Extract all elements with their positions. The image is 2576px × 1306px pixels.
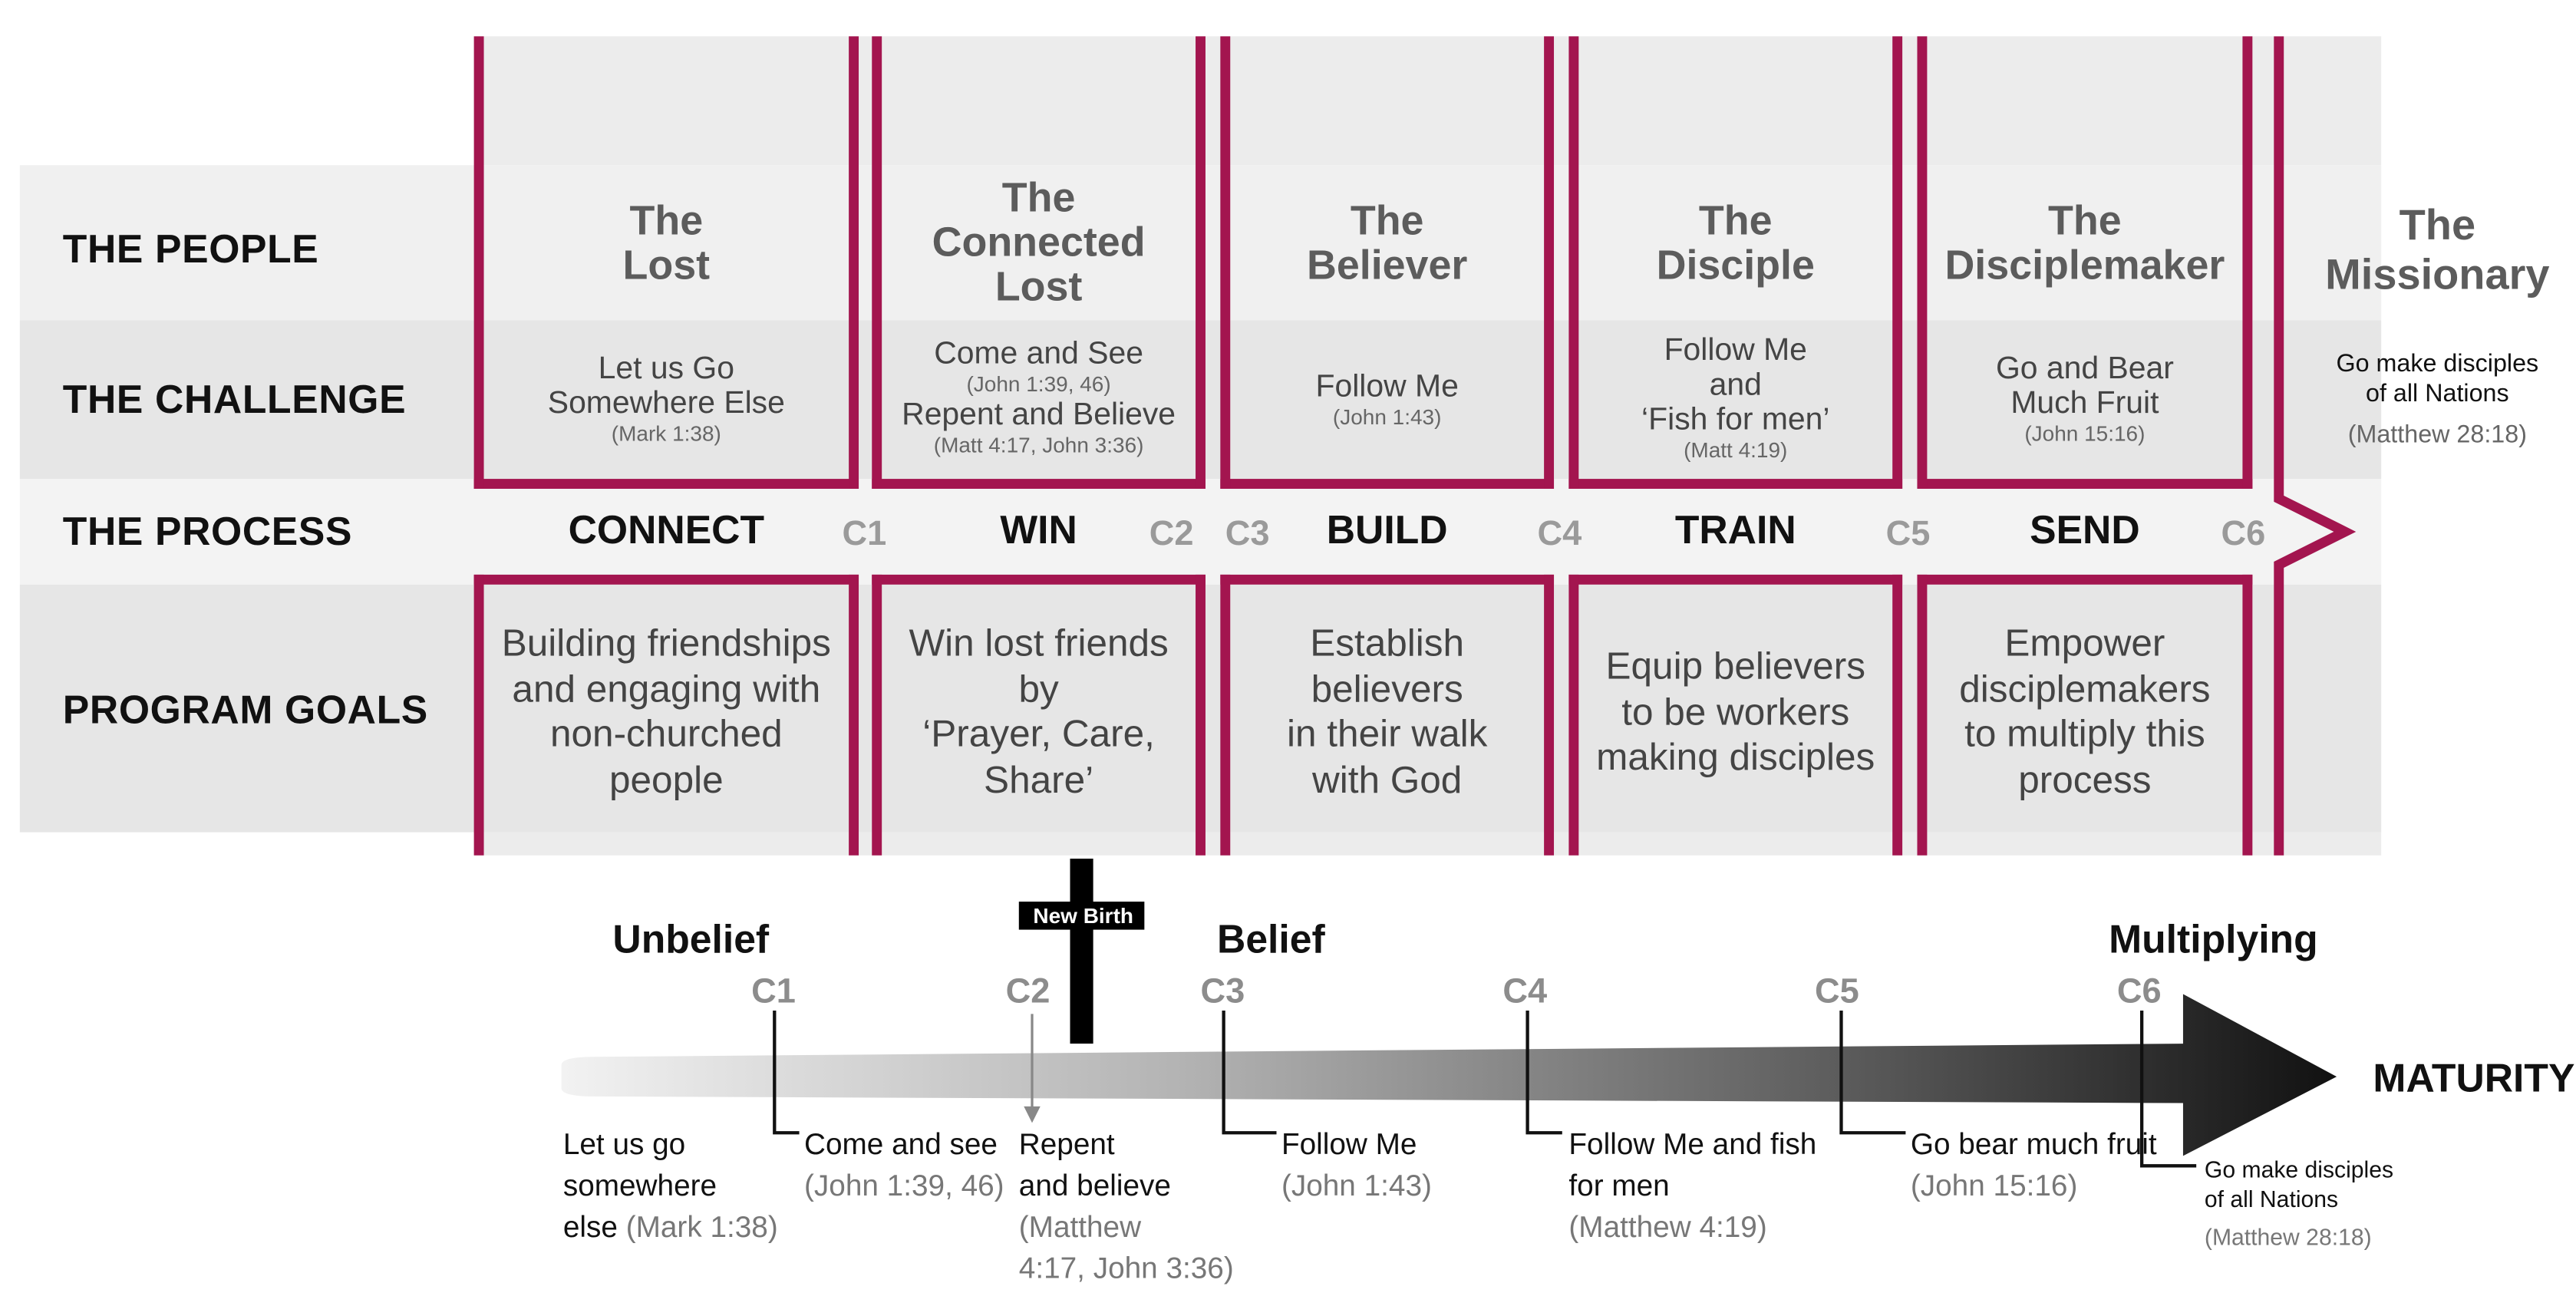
challenge-believer: Follow Me (John 1:43) xyxy=(1315,370,1459,430)
goal-win: Win lost friends by ‘Prayer, Care, Share’ xyxy=(909,621,1169,800)
row-label-process: THE PROCESS xyxy=(62,510,353,556)
timeline-marker-c4: C4 xyxy=(1502,972,1548,1011)
challenge-missionary: Go make disciples of all Nations (Matthew… xyxy=(2336,350,2539,450)
column-frame-top xyxy=(1917,36,2253,489)
people-connected-lost: The Connected Lost xyxy=(932,175,1146,311)
timeline-step-c1: Come and see (John 1:39, 46) xyxy=(804,1127,1004,1202)
maturity-label: MATURITY xyxy=(2373,1057,2575,1102)
timeline-marker-c3: C3 xyxy=(1200,972,1245,1011)
column-backdrop xyxy=(473,36,2382,166)
column-frame-top xyxy=(1568,36,1903,489)
process-marker-c5: C5 xyxy=(1885,515,1931,553)
process-marker-c2: C2 xyxy=(1149,515,1194,553)
challenge-disciplemaker: Go and Bear Much Fruit (John 15:16) xyxy=(1995,351,2174,447)
timeline-step-c5: Go bear much fruit (John 15:16) xyxy=(1910,1127,2157,1202)
challenge-lost: Let us Go Somewhere Else (Mark 1:38) xyxy=(547,351,785,447)
row-label-people: THE PEOPLE xyxy=(62,227,319,273)
timeline-marker-c2: C2 xyxy=(1005,972,1051,1011)
people-disciple: The Disciple xyxy=(1656,198,1815,289)
goal-train: Equip believers to be workers making disci… xyxy=(1596,644,1875,778)
people-disciplemaker: The Disciplemaker xyxy=(1944,198,2225,289)
goal-connect: Building friendships and engaging with non… xyxy=(501,621,831,800)
column-frame-bottom xyxy=(1917,574,2253,856)
process-marker-c3: C3 xyxy=(1225,515,1270,553)
people-lost: The Lost xyxy=(622,198,711,289)
timeline-marker-c5: C5 xyxy=(1815,972,1859,1011)
row-label-challenge: THE CHALLENGE xyxy=(62,378,407,423)
stage-belief: Belief xyxy=(1217,918,1325,963)
row-label-goals: PROGRAM GOALS xyxy=(62,688,428,734)
timeline-step-c3: Follow Me (John 1:43) xyxy=(1281,1127,1432,1202)
maturity-arrow xyxy=(561,859,2337,1168)
timeline-start-text: Let us go somewhere else (Mark 1:38) xyxy=(562,1127,778,1244)
timeline-marker-c6: C6 xyxy=(2116,972,2162,1011)
process-marker-c1: C1 xyxy=(842,515,887,553)
people-believer: The Believer xyxy=(1306,198,1468,289)
timeline-marker-c1: C1 xyxy=(751,972,796,1011)
challenge-connected-lost: Come and See (John 1:39, 46) Repent and … xyxy=(902,337,1176,458)
timeline-step-c2: Repent and believe (Matthew 4:17, John 3… xyxy=(1018,1127,1234,1285)
goal-build: Establish believers in their walk with God xyxy=(1287,621,1488,800)
process-chevron xyxy=(2274,36,2357,856)
column-frame-top xyxy=(1220,36,1555,489)
column-frame-top xyxy=(872,36,1206,489)
timeline-step-c4: Follow Me and fish for men (Matthew 4:19… xyxy=(1568,1127,1817,1244)
process-win: WIN xyxy=(1000,508,1077,553)
process-marker-c4: C4 xyxy=(1537,515,1582,553)
process-connect: CONNECT xyxy=(568,508,765,553)
column-frame-bottom xyxy=(1568,574,1903,856)
process-marker-c6: C6 xyxy=(2221,515,2266,553)
process-build: BUILD xyxy=(1326,508,1448,553)
process-train: TRAIN xyxy=(1674,508,1796,553)
new-birth-label: New Birth xyxy=(1033,903,1133,928)
stage-multiplying: Multiplying xyxy=(2109,918,2318,963)
column-frame-bottom xyxy=(473,574,859,856)
column-frame-top xyxy=(473,36,859,489)
process-band xyxy=(19,479,2382,585)
column-backdrop-lower xyxy=(473,832,2382,856)
stage-unbelief: Unbelief xyxy=(612,918,770,963)
people-missionary: The Missionary xyxy=(2325,200,2550,299)
timeline-step-c6: Go make disciples of all Nations (Matthe… xyxy=(2204,1156,2394,1251)
process-send: SEND xyxy=(2030,508,2140,553)
challenge-disciple: Follow Me and ‘Fish for men’ (Matt 4:19) xyxy=(1641,333,1830,463)
column-frame-bottom xyxy=(1220,574,1555,856)
goal-send: Empower disciplemakers to multiply this pro… xyxy=(1959,621,2211,800)
column-frame-bottom xyxy=(872,574,1206,856)
